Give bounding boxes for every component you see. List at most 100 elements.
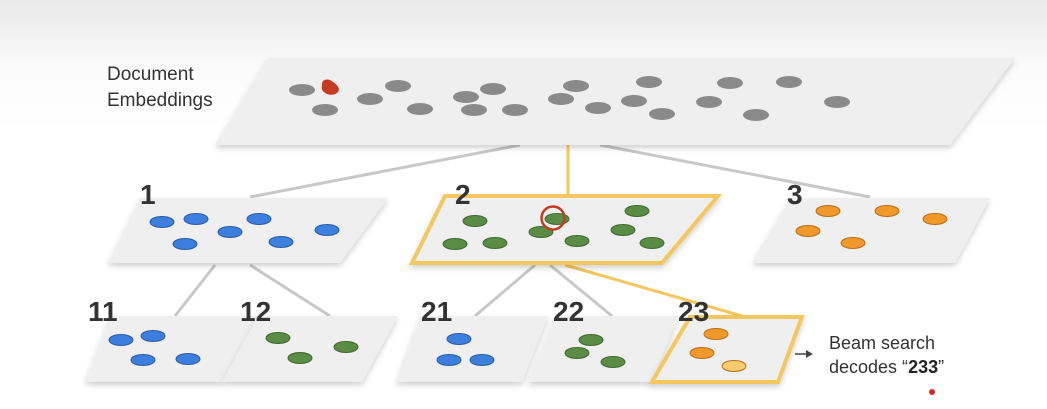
cluster-2-label: 2 — [455, 179, 471, 210]
cluster-2-point — [564, 235, 590, 247]
result-line1: Beam search — [829, 333, 935, 353]
root-point — [502, 104, 528, 116]
cluster-1-label: 1 — [140, 179, 156, 210]
subcluster-11-points — [108, 330, 201, 366]
subcluster-11-label: 11 — [88, 296, 118, 327]
link-root-1 — [249, 143, 521, 199]
subcluster-22-points — [564, 334, 626, 368]
cluster-1-point — [149, 216, 175, 228]
subcluster-23-node: 23 — [648, 296, 805, 384]
link-2-23 — [564, 263, 743, 318]
subcluster-23-point — [703, 328, 729, 340]
cluster-1-point — [183, 213, 209, 225]
subcluster-21-points — [436, 333, 495, 366]
subcluster-11-point — [140, 330, 166, 342]
cluster-2-points — [442, 205, 665, 250]
root-point — [385, 80, 411, 92]
cluster-2-point — [624, 205, 650, 217]
root-label-line2: Embeddings — [107, 90, 213, 111]
subcluster-12-label: 12 — [240, 296, 271, 327]
root-point — [461, 104, 487, 116]
subcluster-12-point — [333, 341, 359, 353]
root-label-line1: Document — [107, 64, 194, 85]
cluster-3-points — [795, 205, 948, 249]
subcluster-11-point — [130, 354, 156, 366]
subcluster-22-point — [600, 356, 626, 368]
subcluster-23-point — [689, 347, 715, 359]
root-point — [585, 102, 611, 114]
cluster-2-point — [639, 237, 665, 249]
subcluster-12-point — [265, 332, 291, 344]
root-point — [743, 109, 769, 121]
root-plane-surface — [215, 58, 1015, 145]
pointer-dot — [929, 389, 935, 395]
query-circle-marker — [540, 205, 566, 231]
root-point — [548, 93, 574, 105]
result-suffix: ” — [938, 357, 944, 377]
tree-connectors — [173, 143, 871, 318]
subcluster-21-label: 21 — [421, 296, 452, 327]
subcluster-11-node: 11 — [85, 296, 258, 382]
cluster-3-point — [840, 237, 866, 249]
cluster-2-node: 2 — [408, 179, 723, 265]
root-point — [407, 103, 433, 115]
cluster-1-point — [172, 238, 198, 250]
root-point — [696, 96, 722, 108]
subcluster-12-points — [265, 332, 359, 364]
subcluster-23-label: 23 — [678, 296, 709, 327]
subcluster-21-plane — [396, 316, 548, 382]
subcluster-22-point — [564, 347, 590, 359]
root-point — [312, 104, 338, 116]
root-point — [357, 93, 383, 105]
subcluster-21-point — [436, 354, 462, 366]
link-1-12 — [249, 263, 331, 318]
result-arrow-icon — [806, 350, 813, 358]
cluster-3-point — [795, 225, 821, 237]
subcluster-22-node: 22 — [528, 296, 678, 382]
subcluster-11-point — [175, 353, 201, 365]
root-point — [824, 96, 850, 108]
subcluster-12-point — [287, 352, 313, 364]
root-point — [649, 108, 675, 120]
subcluster-11-point — [108, 334, 134, 346]
link-root-3 — [599, 143, 871, 199]
cluster-3-point — [815, 205, 841, 217]
subcluster-11-plane — [85, 316, 258, 382]
link-2-22 — [549, 263, 613, 318]
cluster-3-point — [922, 213, 948, 225]
result-line2: decodes “233” — [829, 357, 944, 377]
subcluster-12-node: 12 — [222, 296, 398, 382]
root-plane — [215, 58, 1015, 145]
subcluster-21-node: 21 — [396, 296, 548, 382]
root-label: Document Embeddings — [107, 64, 213, 111]
cluster-2-point — [462, 215, 488, 227]
cluster-1-point — [314, 224, 340, 236]
link-1-11 — [173, 264, 217, 317]
cluster-3-node: 3 — [752, 179, 990, 263]
cluster-3-point — [874, 205, 900, 217]
subcluster-21-point — [446, 333, 472, 345]
cluster-2-point — [610, 224, 636, 236]
result-prefix: decodes “ — [829, 357, 908, 377]
subcluster-22-plane — [528, 316, 678, 382]
subcluster-22-point — [578, 334, 604, 346]
subcluster-12-plane — [222, 316, 398, 382]
root-point — [480, 83, 506, 95]
subcluster-23-target-point — [721, 360, 747, 372]
subcluster-22-label: 22 — [553, 296, 584, 327]
link-2-21 — [474, 263, 536, 318]
cluster-1-point — [246, 213, 272, 225]
cluster-1-node: 1 — [108, 179, 388, 263]
cluster-1-point — [268, 236, 294, 248]
cluster-2-point — [442, 238, 468, 250]
cluster-3-label: 3 — [787, 179, 803, 210]
root-point — [453, 91, 479, 103]
root-point — [621, 95, 647, 107]
subcluster-21-point — [469, 354, 495, 366]
root-point — [717, 77, 743, 89]
subcluster-23-points — [689, 328, 747, 372]
result-annotation: Beam search decodes “233” — [795, 333, 944, 395]
query-point-marker — [321, 79, 339, 95]
result-code: 233 — [908, 357, 938, 377]
root-point — [563, 80, 589, 92]
